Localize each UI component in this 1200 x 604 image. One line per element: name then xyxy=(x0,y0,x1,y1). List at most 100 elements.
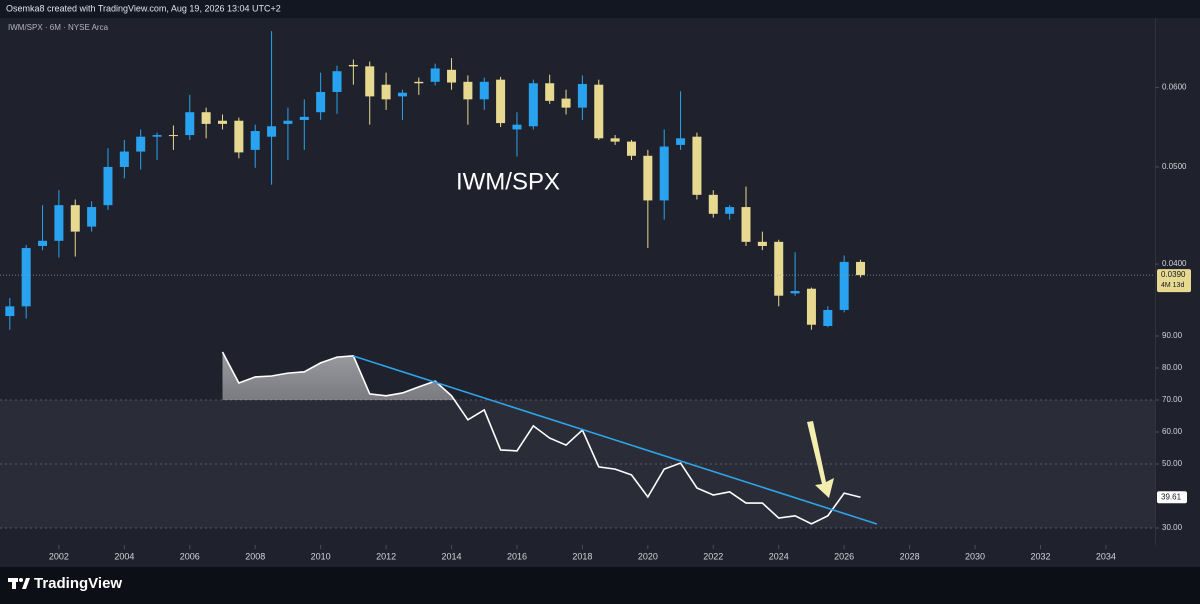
x-tick-label: 2034 xyxy=(1096,551,1116,561)
chart-title: IWM/SPX xyxy=(456,168,560,195)
x-tick-label: 2024 xyxy=(769,551,789,561)
logo-dot xyxy=(19,578,23,582)
candle-body xyxy=(283,120,293,124)
x-tick-label: 2002 xyxy=(49,551,69,561)
x-tick-label: 2010 xyxy=(311,551,331,561)
candle-body xyxy=(839,261,849,310)
candle-body xyxy=(397,92,407,97)
x-tick-label: 2018 xyxy=(572,551,592,561)
candle-body xyxy=(692,136,702,195)
candle-body xyxy=(545,83,555,101)
candle-body xyxy=(38,240,48,246)
x-tick-label: 2012 xyxy=(376,551,396,561)
trendline xyxy=(353,355,878,525)
candle-body xyxy=(856,261,866,276)
candle-body xyxy=(577,83,587,108)
y-tick-label: 0.0600 xyxy=(1162,83,1187,92)
x-tick-label: 2026 xyxy=(834,551,854,561)
candle-body xyxy=(168,135,178,137)
candle-body xyxy=(299,116,309,120)
logo-stem xyxy=(12,578,16,589)
candle-body xyxy=(365,66,375,97)
candle-body xyxy=(217,120,227,124)
candle-body xyxy=(103,166,113,206)
candle-body xyxy=(594,84,604,139)
y-tick-label: 90.00 xyxy=(1162,331,1183,340)
y-tick-label: 50.00 xyxy=(1162,459,1183,468)
countdown-label: 4M 13d xyxy=(1161,282,1184,289)
candle-body xyxy=(725,207,735,214)
logo xyxy=(8,578,30,589)
candle-body xyxy=(136,136,146,152)
y-tick-label: 0.0500 xyxy=(1162,162,1187,171)
candle-body xyxy=(348,64,358,67)
candle-body xyxy=(790,291,800,294)
candle-body xyxy=(626,141,636,156)
x-tick-label: 2004 xyxy=(114,551,134,561)
candle-body xyxy=(806,288,816,325)
candle-body xyxy=(21,248,31,307)
candle-body xyxy=(430,68,440,82)
x-tick-label: 2020 xyxy=(638,551,658,561)
candle-body xyxy=(152,135,162,137)
candle-body xyxy=(87,207,97,227)
candle-body xyxy=(267,126,277,137)
x-tick-label: 2028 xyxy=(900,551,920,561)
x-tick-label: 2016 xyxy=(507,551,527,561)
candle-body xyxy=(234,120,244,153)
last-value-label: 39.61 xyxy=(1161,492,1182,501)
candle-body xyxy=(561,98,571,108)
candle-body xyxy=(659,146,669,201)
rsi-band xyxy=(0,400,1155,528)
candle-body xyxy=(185,112,195,136)
candle-body xyxy=(479,81,489,100)
candle-body xyxy=(708,194,718,214)
arrow xyxy=(807,421,834,498)
brand: TradingView xyxy=(34,575,122,592)
candle-body xyxy=(381,84,391,100)
candle-body xyxy=(447,69,457,83)
candle-body xyxy=(757,241,767,246)
candle-body xyxy=(610,138,620,142)
y-tick-label: 0.0400 xyxy=(1162,259,1187,268)
x-tick-label: 2006 xyxy=(180,551,200,561)
candle-body xyxy=(316,91,326,113)
candle-body xyxy=(676,138,686,145)
x-tick-label: 2032 xyxy=(1030,551,1050,561)
candle-body xyxy=(774,241,784,296)
last-price-box xyxy=(1157,269,1191,293)
candle-body xyxy=(5,306,15,317)
candle-body xyxy=(54,205,64,241)
candle-body xyxy=(332,71,342,92)
x-tick-label: 2014 xyxy=(442,551,462,561)
candle-body xyxy=(741,207,751,242)
candle-body xyxy=(463,81,473,100)
candle-body xyxy=(414,81,424,84)
x-tick-label: 2008 xyxy=(245,551,265,561)
candle-body xyxy=(643,155,653,201)
symbol-info: IWM/SPX · 6M · NYSE Arca xyxy=(8,23,109,32)
overbought-fill xyxy=(222,352,861,400)
y-tick-label: 70.00 xyxy=(1162,395,1183,404)
candle-body xyxy=(528,83,538,127)
candle-body xyxy=(119,151,129,167)
footer-background xyxy=(0,567,1200,604)
credit: Osemka8 created with TradingView.com, Au… xyxy=(6,3,281,13)
y-tick-label: 80.00 xyxy=(1162,363,1183,372)
candle-body xyxy=(823,309,833,326)
x-axis-background xyxy=(0,545,1200,567)
last-value-box xyxy=(1157,491,1187,504)
rsi-line xyxy=(221,351,861,525)
last-price-label: 0.0390 xyxy=(1161,270,1186,279)
layer: 2002 2004 2006 2008 2010 2012 2014 2016 2018 2020… xyxy=(0,31,1191,561)
y-tick-label: 60.00 xyxy=(1162,427,1183,436)
y-tick-label: 30.00 xyxy=(1162,523,1183,532)
candle-body xyxy=(512,124,522,130)
candle-body xyxy=(250,131,260,150)
candle-body xyxy=(201,112,211,124)
logo-slash xyxy=(22,578,30,589)
candle-body xyxy=(70,205,80,232)
x-tick-label: 2030 xyxy=(965,551,985,561)
candle-body xyxy=(496,79,506,124)
